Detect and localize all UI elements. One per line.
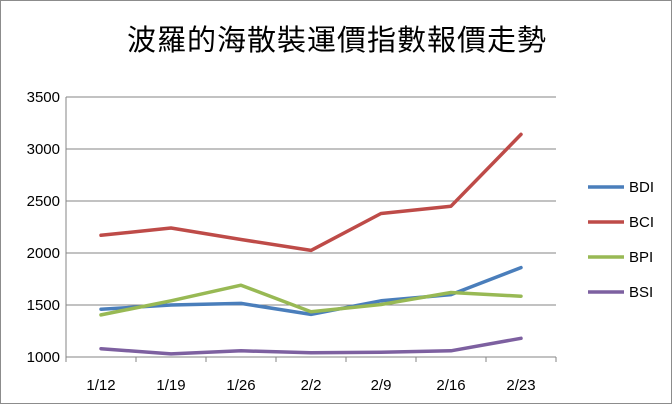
y-tick-label: 2500: [27, 193, 60, 210]
series-line-bsi: [99, 336, 523, 356]
x-tick-label: 2/23: [506, 377, 535, 394]
chart-title: 波羅的海散裝運價指數報價走勢: [126, 23, 547, 57]
legend-label-bsi: BSI: [629, 284, 653, 301]
series-line-bci: [99, 132, 523, 253]
x-tick-label: 2/2: [301, 377, 322, 394]
x-tick-label: 1/26: [226, 377, 255, 394]
legend-label-bpi: BPI: [629, 249, 653, 266]
x-tick-label: 2/16: [436, 377, 465, 394]
x-tick-label: 2/9: [371, 377, 392, 394]
legend-label-bdi: BDI: [629, 179, 654, 196]
y-tick-label: 1000: [27, 349, 60, 366]
x-tick-label: 1/12: [86, 377, 115, 394]
series-line-bpi: [99, 283, 523, 317]
y-tick-label: 2000: [27, 245, 60, 262]
x-tick-label: 1/19: [156, 377, 185, 394]
y-tick-label: 3500: [27, 89, 60, 106]
legend-label-bci: BCI: [629, 214, 654, 231]
y-tick-label: 3000: [27, 141, 60, 158]
series-line-bdi: [99, 265, 523, 317]
y-tick-label: 1500: [27, 297, 60, 314]
